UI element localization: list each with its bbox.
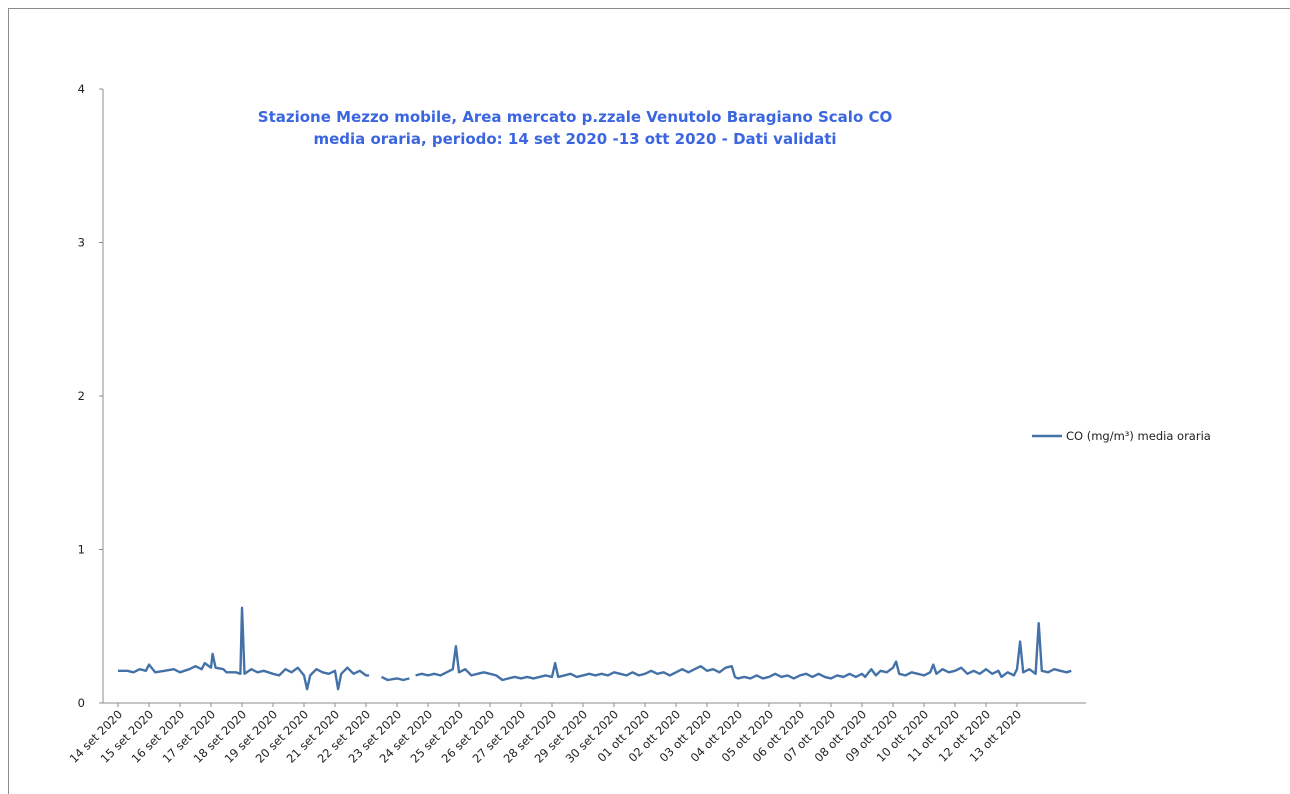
y-tick-label: 4 [78,82,85,96]
chart-title-line-2: media oraria, periodo: 14 set 2020 -13 o… [313,130,836,148]
series-line-co [118,606,1072,691]
y-tick-label: 0 [78,696,85,710]
y-tick-label: 2 [78,389,85,403]
series-layer [118,606,1072,691]
y-axis-ticks: 0 1 2 3 4 [78,82,103,710]
y-tick-label: 1 [78,543,85,557]
legend: CO (mg/m³) media oraria [1032,429,1211,443]
y-tick-label: 3 [78,236,85,250]
legend-label: CO (mg/m³) media oraria [1066,429,1211,443]
chart-title-line-1: Stazione Mezzo mobile, Area mercato p.zz… [258,108,892,126]
chart-frame [8,8,1290,794]
